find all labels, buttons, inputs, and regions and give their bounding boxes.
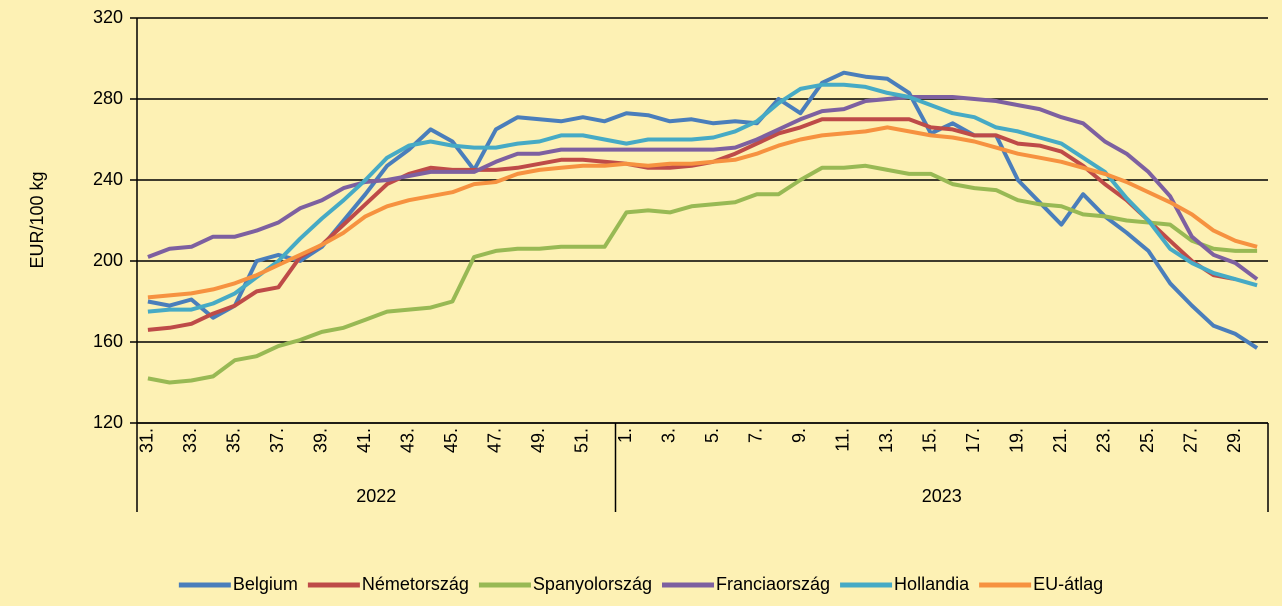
x-tick-label: 19. <box>1007 428 1027 453</box>
x-tick-label: 25. <box>1137 428 1157 453</box>
x-tick-label: 1. <box>615 428 635 443</box>
group-label: 2023 <box>922 486 962 506</box>
series-line <box>147 125 1258 300</box>
legend-label: Hollandia <box>894 574 970 594</box>
x-tick-label: 13. <box>876 428 896 453</box>
x-tick-label: 9. <box>789 428 809 443</box>
series-line <box>147 82 1258 314</box>
y-tick-label: 160 <box>93 331 123 351</box>
x-tick-label: 51. <box>572 428 592 453</box>
x-tick-label: 21. <box>1050 428 1070 453</box>
series-line <box>147 95 1259 281</box>
x-tick-label: 37. <box>267 428 287 453</box>
legend-label: Spanyolország <box>533 574 652 594</box>
x-tick-label: 23. <box>1094 428 1114 453</box>
y-tick-label: 200 <box>93 250 123 270</box>
y-tick-label: 120 <box>93 412 123 432</box>
x-tick-label: 29. <box>1224 428 1244 453</box>
legend-label: Belgium <box>233 574 298 594</box>
x-tick-label: 27. <box>1181 428 1201 453</box>
x-tick-label: 41. <box>354 428 374 453</box>
x-tick-label: 11. <box>833 428 853 452</box>
x-tick-label: 49. <box>528 428 548 453</box>
y-tick-label: 240 <box>93 169 123 189</box>
y-axis-title: EUR/100 kg <box>27 171 47 268</box>
legend-label: EU-átlag <box>1033 574 1103 594</box>
x-tick-label: 31. <box>137 428 157 453</box>
x-tick-label: 17. <box>963 428 983 453</box>
x-tick-label: 39. <box>311 428 331 453</box>
x-tick-label: 7. <box>746 428 766 443</box>
x-tick-label: 35. <box>224 428 244 453</box>
y-tick-label: 280 <box>93 88 123 108</box>
y-tick-label: 320 <box>93 7 123 27</box>
legend-label: Franciaország <box>716 574 830 594</box>
x-tick-label: 47. <box>485 428 505 453</box>
legend-label: Németország <box>362 574 469 594</box>
group-label: 2022 <box>356 486 396 506</box>
series-line <box>147 163 1258 385</box>
x-tick-label: 45. <box>441 428 461 453</box>
x-tick-label: 3. <box>659 428 679 443</box>
x-tick-label: 5. <box>702 428 722 443</box>
x-tick-label: 43. <box>398 428 418 453</box>
legend: Belgium Németország Spanyolország Franciaor… <box>178 574 1103 594</box>
x-tick-label: 33. <box>180 428 200 453</box>
x-tick-label: 15. <box>920 428 940 453</box>
